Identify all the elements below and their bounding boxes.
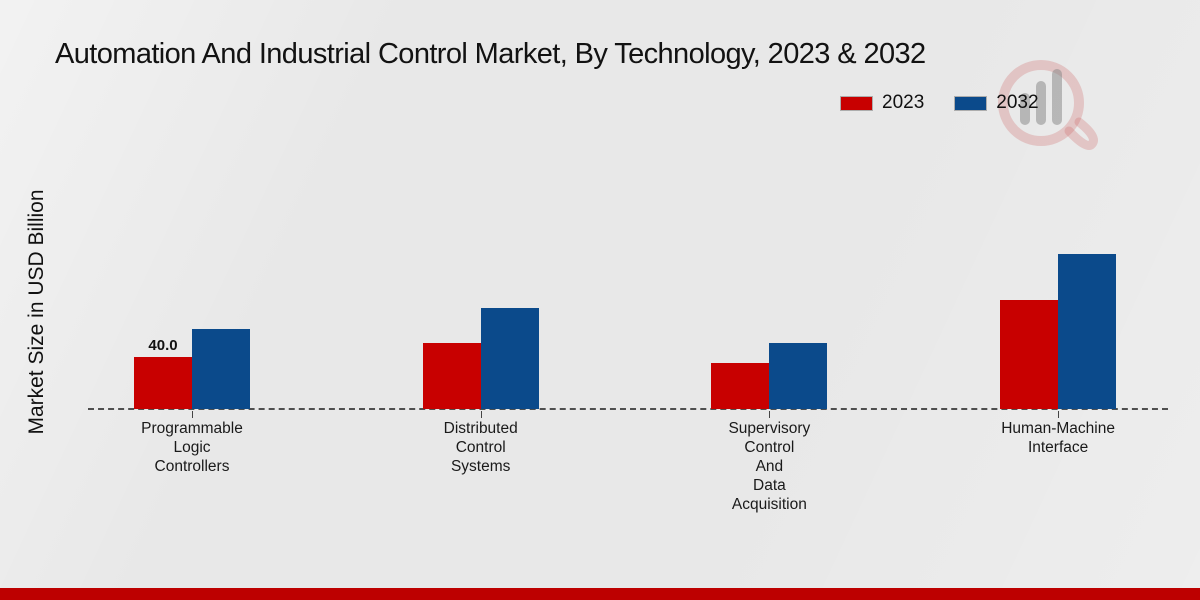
category-label: Distributed Control Systems: [443, 420, 518, 475]
bar-2032-cat0: [192, 329, 250, 409]
chart-title: Automation And Industrial Control Market…: [55, 38, 926, 70]
bar-2023-cat2: [711, 363, 770, 409]
legend-item-2023: 2023: [840, 92, 924, 114]
category-label: Programmable Logic Controllers: [141, 420, 243, 475]
legend: 2023 2032: [840, 92, 1039, 114]
bar-2032-cat1: [480, 308, 539, 409]
legend-label: 2023: [882, 92, 925, 113]
legend-label: 2032: [996, 92, 1039, 113]
legend-swatch-icon: [840, 95, 873, 111]
x-axis-baseline: [88, 408, 1168, 410]
x-axis-tick: [1058, 411, 1060, 418]
x-axis-tick: [192, 411, 193, 418]
bar-2023-cat0: [134, 357, 192, 409]
bar-2032-cat3: [1058, 254, 1117, 409]
bar-2023-cat1: [422, 343, 481, 409]
category-label: Supervisory Control And Data Acquisition: [728, 420, 811, 513]
x-axis-tick: [769, 411, 771, 418]
footer-accent-bar: [0, 588, 1200, 600]
x-axis-tick: [480, 411, 482, 418]
category-label: Human-Machine Interface: [1001, 420, 1115, 456]
bar-2032-cat2: [769, 343, 828, 409]
legend-swatch-icon: [954, 95, 988, 111]
bar-value-label: 40.0: [148, 337, 178, 354]
bar-2023-cat3: [1000, 300, 1059, 409]
magnifier-bar-chart-logo-icon: [998, 60, 1098, 150]
legend-item-2032: 2032: [954, 92, 1039, 114]
